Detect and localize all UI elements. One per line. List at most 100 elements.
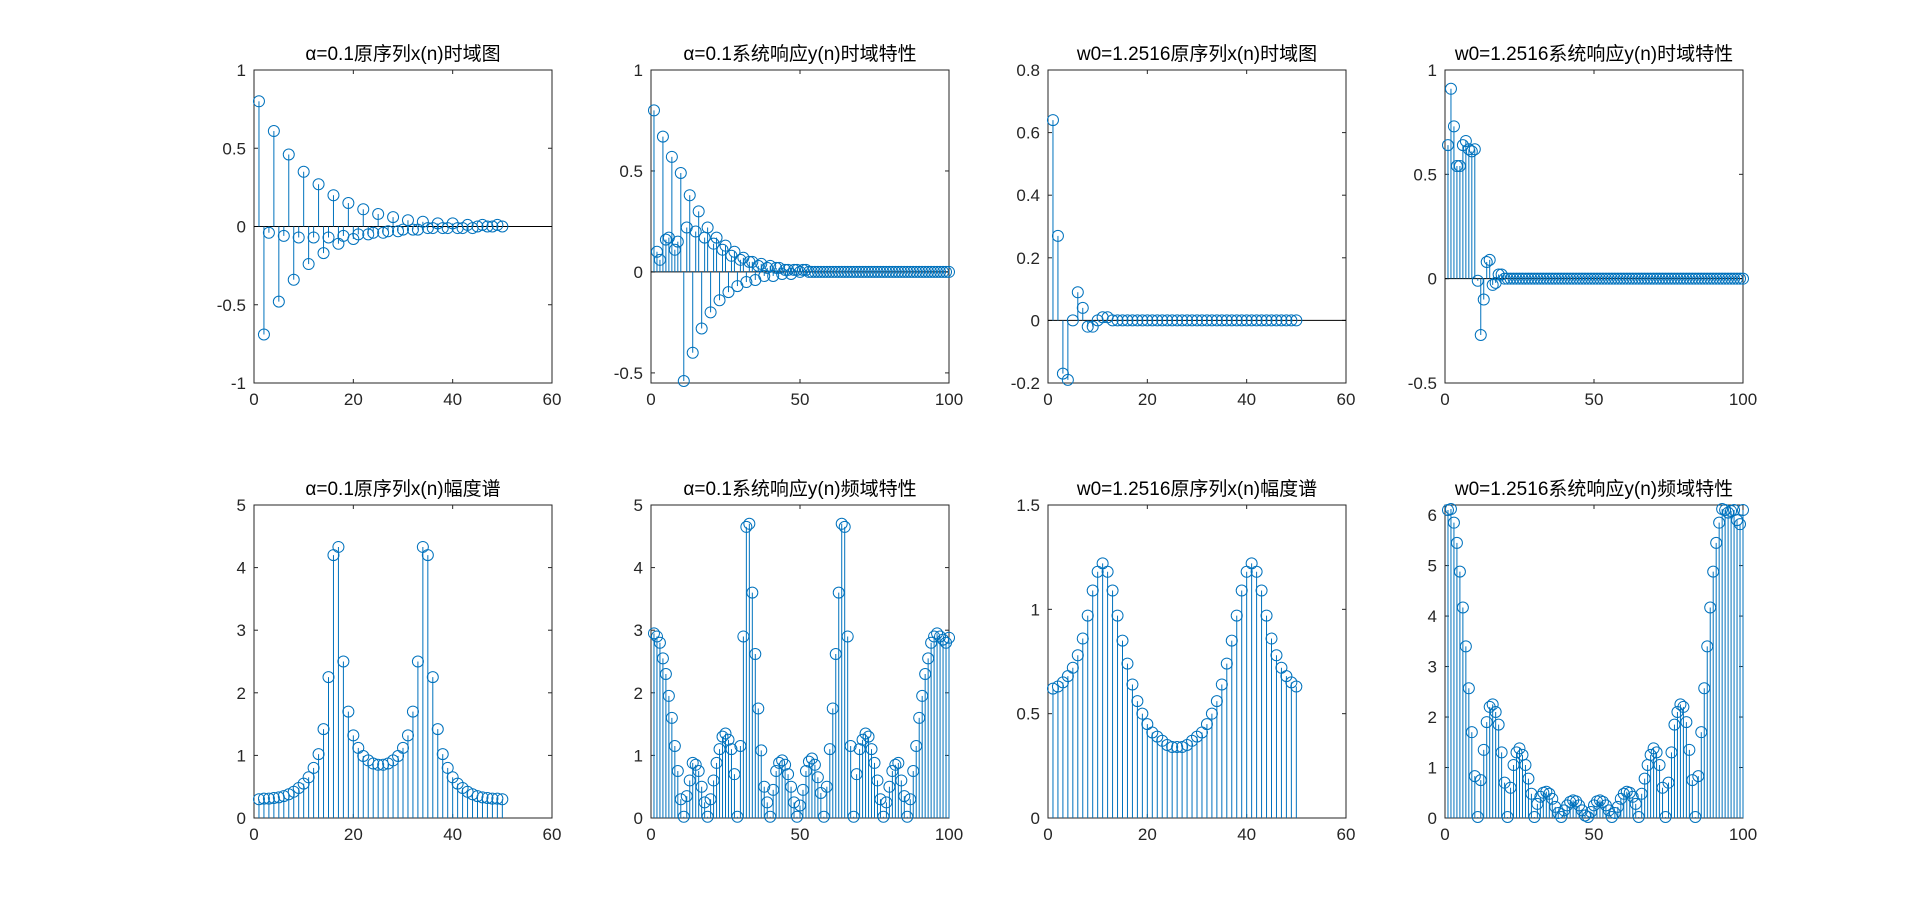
stem-marker	[1480, 255, 1493, 268]
stem-marker	[746, 255, 759, 268]
stem-marker	[1066, 314, 1079, 327]
stem-marker	[347, 729, 360, 742]
stem-marker	[841, 265, 854, 278]
stem-marker	[297, 165, 310, 178]
stem-marker	[476, 791, 489, 804]
stem-marker	[1677, 272, 1690, 285]
stem-marker	[1210, 695, 1223, 708]
stem-marker	[426, 671, 439, 684]
stem-marker	[1573, 272, 1586, 285]
stem-marker	[1647, 742, 1660, 755]
y-tick-label: 1.5	[1016, 496, 1040, 515]
stem-marker	[1704, 272, 1717, 285]
stem-marker	[401, 214, 414, 227]
stem-marker	[814, 265, 827, 278]
x-tick-label: 20	[344, 390, 363, 409]
stem-marker	[1585, 272, 1598, 285]
stem-marker	[716, 243, 729, 256]
y-tick-label: 4	[634, 559, 643, 578]
stem-marker	[1614, 272, 1627, 285]
stem-marker	[387, 211, 400, 224]
stem-marker	[892, 756, 905, 769]
stem-marker	[1486, 278, 1499, 291]
stem-marker	[287, 273, 300, 286]
y-tick-label: 0.5	[1413, 165, 1437, 184]
stem-marker	[367, 226, 380, 239]
stem-marker	[859, 727, 872, 740]
x-tick-label: 0	[646, 825, 655, 844]
stem-marker	[277, 229, 290, 242]
stem-marker	[785, 780, 798, 793]
stem-marker	[704, 306, 717, 319]
stem-marker	[773, 261, 786, 274]
stem-marker	[832, 265, 845, 278]
stem-marker	[1698, 272, 1711, 285]
stem-marker	[307, 231, 320, 244]
stem-marker	[1483, 253, 1496, 266]
stem-marker	[1638, 272, 1651, 285]
x-tick-label: 50	[791, 825, 810, 844]
stem-marker	[1653, 758, 1666, 771]
x-tick-label: 0	[1440, 825, 1449, 844]
stem-marker	[1106, 584, 1119, 597]
y-tick-label: 2	[237, 684, 246, 703]
stem-marker	[862, 730, 875, 743]
stem-marker	[1459, 134, 1472, 147]
stem-marker	[436, 748, 449, 761]
stem-marker	[496, 220, 509, 233]
stem-marker	[1567, 272, 1580, 285]
stem-marker	[1215, 678, 1228, 691]
stem-marker	[1522, 272, 1535, 285]
stem-marker	[1225, 634, 1238, 647]
stem-marker	[1737, 272, 1749, 285]
stem-marker	[1156, 314, 1169, 327]
stem-marker	[1200, 718, 1213, 731]
stem-marker	[1656, 272, 1669, 285]
stem-marker	[1176, 741, 1189, 754]
stem-marker	[481, 220, 494, 233]
x-tick-label: 40	[1237, 825, 1256, 844]
stem-marker	[1522, 772, 1535, 785]
stem-marker	[740, 520, 753, 533]
stem-marker	[1240, 314, 1253, 327]
stem-marker	[928, 265, 941, 278]
axes-frame	[1047, 69, 1347, 384]
y-tick-label: 0.6	[1016, 124, 1040, 143]
stem-marker	[898, 790, 911, 803]
x-tick-label: 20	[344, 825, 363, 844]
stem-marker	[889, 758, 902, 771]
stem-marker	[406, 705, 419, 718]
stem-marker	[1728, 272, 1741, 285]
y-tick-label: 4	[237, 559, 246, 578]
stem-marker	[868, 265, 881, 278]
stem-marker	[471, 220, 484, 233]
stem-marker	[671, 765, 684, 778]
stem-marker	[1564, 272, 1577, 285]
stem-marker	[1235, 584, 1248, 597]
stem-marker	[1225, 314, 1238, 327]
stem-marker	[1498, 272, 1511, 285]
stem-marker	[252, 793, 265, 806]
stem-marker	[1620, 272, 1633, 285]
y-tick-label: -0.5	[614, 364, 643, 383]
stem-marker	[1285, 314, 1298, 327]
stem-marker	[689, 225, 702, 238]
stem-marker	[931, 265, 944, 278]
x-tick-label: 60	[1337, 825, 1356, 844]
stem-marker	[847, 265, 860, 278]
stem-marker	[1734, 272, 1747, 285]
y-tick-label: 1	[634, 746, 643, 765]
stem-marker	[1136, 707, 1149, 720]
stem-marker	[934, 265, 947, 278]
stem-marker	[1220, 657, 1233, 670]
stem-marker	[877, 265, 890, 278]
stem-marker	[689, 758, 702, 771]
stem-marker	[674, 166, 687, 179]
stem-marker	[1081, 320, 1094, 333]
stem-marker	[1230, 314, 1243, 327]
y-tick-label: 5	[634, 496, 643, 515]
stem-marker	[802, 265, 815, 278]
